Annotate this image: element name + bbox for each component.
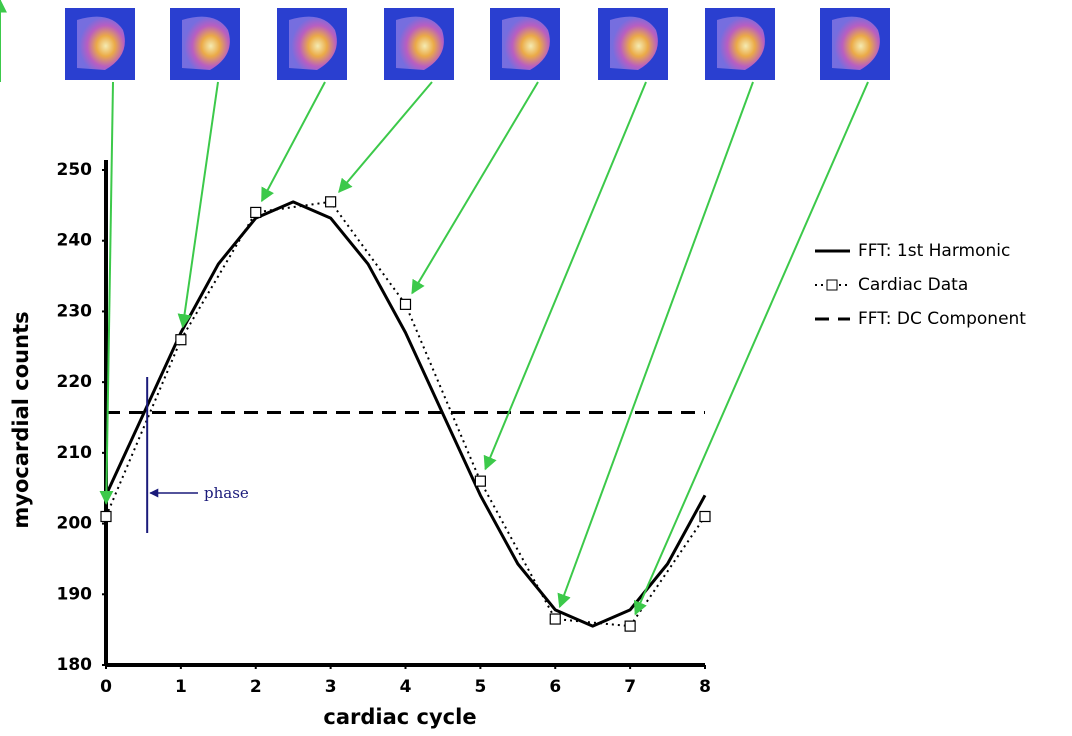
x-tick-label: 8 xyxy=(699,677,711,697)
heart-shape xyxy=(610,16,658,71)
data-point xyxy=(250,206,262,219)
data-point xyxy=(624,620,636,632)
pointer-arrow xyxy=(260,81,326,203)
x-tick-label: 1 xyxy=(175,677,187,697)
pointer-arrow xyxy=(557,81,754,609)
y-tick-label: 200 xyxy=(57,514,93,534)
legend-label: FFT: DC Component xyxy=(858,309,1026,329)
y-tick-label: 230 xyxy=(57,301,93,321)
pointer-arrow xyxy=(338,81,433,193)
heart-shape xyxy=(502,16,550,71)
y-tick-label: 220 xyxy=(57,372,93,392)
heart-images xyxy=(65,8,890,80)
x-tick-label: 0 xyxy=(100,677,112,697)
data-point xyxy=(474,475,486,487)
heart-shape xyxy=(832,16,880,71)
legend-label: Cardiac Data xyxy=(858,275,968,295)
x-tick-label: 5 xyxy=(474,677,486,697)
data-point xyxy=(325,196,337,208)
x-tick-label: 7 xyxy=(624,677,636,697)
data-point xyxy=(175,334,187,346)
y-tick-label: 210 xyxy=(57,443,93,463)
series-line xyxy=(104,200,707,628)
data-point xyxy=(100,510,112,523)
pointer-arrow xyxy=(483,81,647,471)
pointer-arrow xyxy=(177,81,219,329)
x-tick-label: 2 xyxy=(250,677,262,697)
data-point xyxy=(699,510,711,523)
heart-shape xyxy=(77,16,125,71)
pointer-arrow xyxy=(411,81,539,295)
heart-shape xyxy=(182,16,230,71)
x-tick-label: 6 xyxy=(549,677,561,697)
heart-shape xyxy=(717,16,765,71)
y-tick-label: 180 xyxy=(57,655,93,675)
y-tick-label: 190 xyxy=(57,584,93,604)
pointer-arrow xyxy=(633,81,869,616)
heart-shape xyxy=(396,16,444,71)
y-tick-label: 240 xyxy=(57,231,93,251)
pointer-arrow xyxy=(99,81,114,505)
phase-label: phase xyxy=(204,484,249,502)
y-axis-title: myocardial counts xyxy=(9,311,33,528)
heart-shape xyxy=(289,16,337,71)
y-tick-label: 250 xyxy=(57,160,93,180)
x-tick-label: 3 xyxy=(325,677,337,697)
x-tick-label: 4 xyxy=(400,677,412,697)
data-point xyxy=(399,298,412,310)
legend-marker xyxy=(826,279,838,291)
data-point xyxy=(549,613,561,625)
series-line xyxy=(105,200,706,628)
x-axis-title: cardiac cycle xyxy=(323,705,476,729)
legend-label: FFT: 1st Harmonic xyxy=(858,241,1010,261)
